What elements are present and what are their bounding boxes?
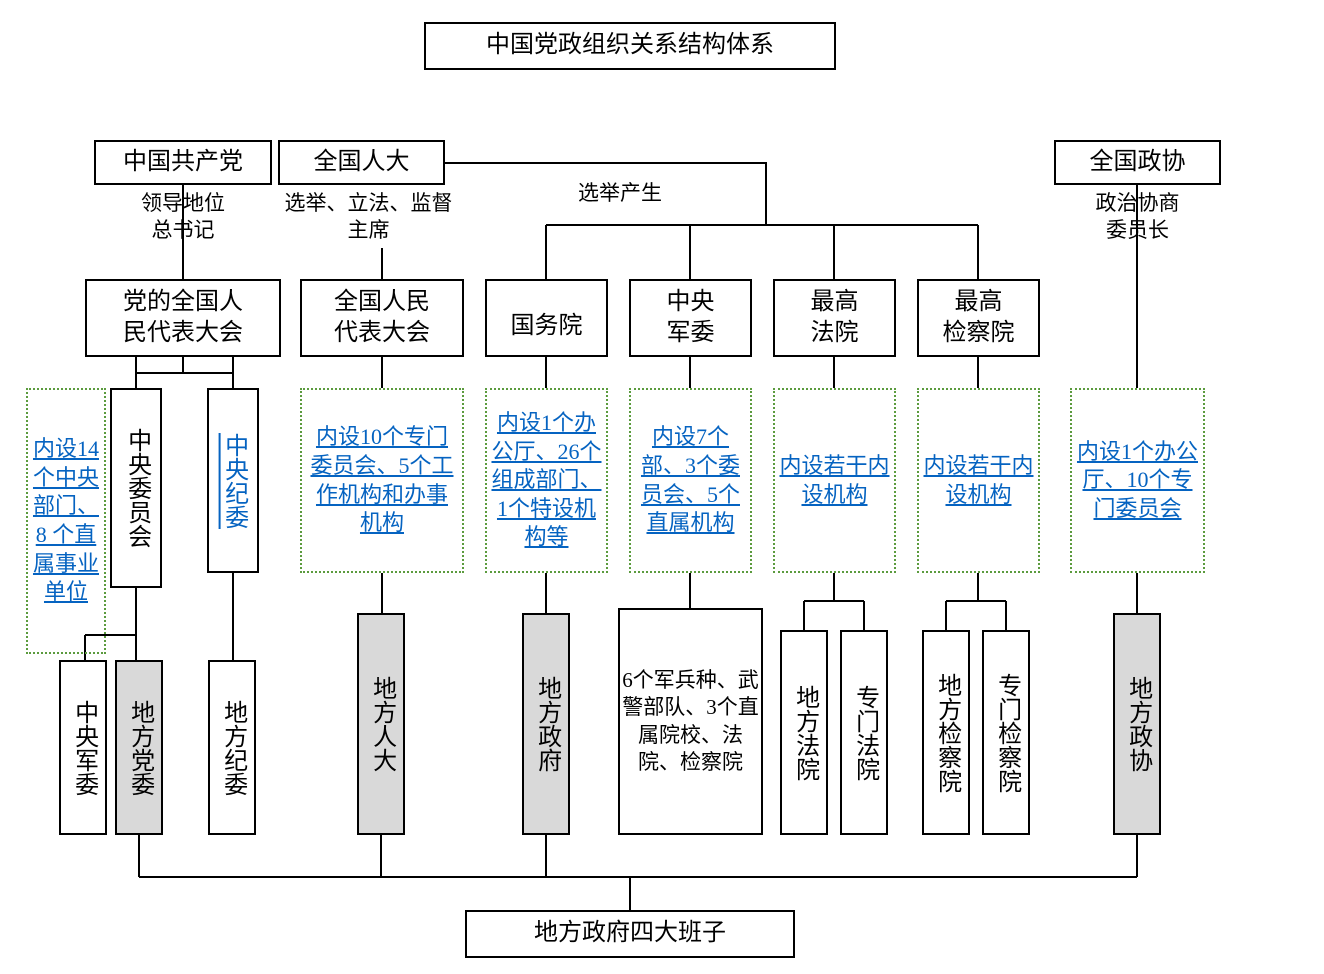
node-cen-committee: 中央委员会 — [110, 388, 162, 588]
node-text-local-party: 地方党委 — [123, 700, 154, 796]
node-cmc: 中央军委 — [629, 279, 752, 357]
node-cmc-local: 中央军委 — [59, 660, 107, 835]
node-text-cmc: 中央军委 — [667, 287, 715, 349]
node-text-proc-depts[interactable]: 内设若干内设机构 — [919, 448, 1038, 513]
node-text-cpc-depts[interactable]: 内设14个中央部门、8 个直属事业单位 — [28, 431, 104, 611]
node-local-party: 地方党委 — [115, 660, 163, 835]
node-npc-full: 全国人民代表大会 — [300, 279, 464, 357]
node-text-local-npc: 地方人大 — [365, 676, 396, 772]
node-text-footer: 地方政府四大班子 — [534, 918, 726, 949]
node-special-court: 专门法院 — [840, 630, 888, 835]
node-text-special-proc: 专门检察院 — [990, 673, 1021, 793]
node-text-local-court: 地方法院 — [788, 685, 819, 781]
node-cppcc-cap: 政治协商委员长 — [1054, 190, 1221, 250]
node-sup-proc: 最高检察院 — [917, 279, 1040, 357]
node-text-special-court: 专门法院 — [848, 685, 879, 781]
node-cdi: 中央纪委 — [207, 388, 259, 573]
node-npc-depts: 内设10个专门委员会、5个工作机构和办事机构 — [300, 388, 464, 573]
node-text-elect-label: 选举产生 — [578, 181, 662, 205]
node-text-state-council: 国务院 — [511, 311, 583, 342]
node-cpc-depts: 内设14个中央部门、8 个直属事业单位 — [26, 388, 106, 654]
node-local-npc: 地方人大 — [357, 613, 405, 835]
node-footer: 地方政府四大班子 — [465, 910, 795, 958]
node-text-cen-committee: 中央委员会 — [120, 428, 151, 548]
node-local-cdi: 地方纪委 — [208, 660, 256, 835]
node-text-npc-depts[interactable]: 内设10个专门委员会、5个工作机构和办事机构 — [302, 419, 462, 541]
node-elect-label: 选举产生 — [530, 180, 710, 210]
node-npc-cap: 选举、立法、监督主席 — [266, 190, 471, 250]
node-text-cdi[interactable]: 中央纪委 — [217, 433, 248, 529]
node-party-congress: 党的全国人民代表大会 — [85, 279, 281, 357]
node-proc-depts: 内设若干内设机构 — [917, 388, 1040, 573]
node-text-npc-full: 全国人民代表大会 — [334, 287, 430, 349]
node-mil-services: 6个军兵种、武警部队、3个直属院校、法院、检察院 — [618, 608, 763, 835]
node-text-cpc-cap: 领导地位总书记 — [141, 191, 225, 242]
node-title: 中国党政组织关系结构体系 — [424, 22, 836, 70]
node-local-proc: 地方检察院 — [922, 630, 970, 835]
node-text-cmc-local: 中央军委 — [67, 700, 98, 796]
node-text-cmc-depts[interactable]: 内设7个部、3个委员会、5个直属机构 — [631, 419, 750, 541]
node-text-cppcc-cap: 政治协商委员长 — [1096, 191, 1180, 242]
node-text-title: 中国党政组织关系结构体系 — [486, 30, 774, 61]
node-local-cppcc: 地方政协 — [1113, 613, 1161, 835]
node-text-local-cdi: 地方纪委 — [216, 700, 247, 796]
node-npc: 全国人大 — [278, 140, 445, 185]
node-text-cpc: 中国共产党 — [123, 147, 243, 178]
node-text-local-gov: 地方政府 — [530, 676, 561, 772]
node-sup-court: 最高法院 — [773, 279, 896, 357]
node-sc-depts: 内设1个办公厅、26个组成部门、1个特设机构等 — [485, 388, 608, 573]
node-text-npc: 全国人大 — [314, 147, 410, 178]
node-text-party-congress: 党的全国人民代表大会 — [123, 287, 243, 349]
node-cppcc: 全国政协 — [1054, 140, 1221, 185]
node-text-sc-depts[interactable]: 内设1个办公厅、26个组成部门、1个特设机构等 — [487, 405, 606, 556]
node-local-court: 地方法院 — [780, 630, 828, 835]
node-text-court-depts[interactable]: 内设若干内设机构 — [775, 448, 894, 513]
node-cmc-depts: 内设7个部、3个委员会、5个直属机构 — [629, 388, 752, 573]
node-text-local-cppcc: 地方政协 — [1121, 676, 1152, 772]
node-special-proc: 专门检察院 — [982, 630, 1030, 835]
node-text-mil-services: 6个军兵种、武警部队、3个直属院校、法院、检察院 — [620, 667, 761, 776]
node-text-local-proc: 地方检察院 — [930, 673, 961, 793]
node-cpc: 中国共产党 — [94, 140, 272, 185]
node-text-sup-proc: 最高检察院 — [943, 287, 1015, 349]
node-text-npc-cap: 选举、立法、监督主席 — [285, 191, 453, 242]
node-text-cppcc-depts[interactable]: 内设1个办公厅、10个专门委员会 — [1072, 434, 1203, 528]
node-cpc-cap: 领导地位总书记 — [94, 190, 272, 250]
node-cppcc-depts: 内设1个办公厅、10个专门委员会 — [1070, 388, 1205, 573]
node-state-council: 国务院 — [485, 279, 608, 357]
node-court-depts: 内设若干内设机构 — [773, 388, 896, 573]
node-text-sup-court: 最高法院 — [811, 287, 859, 349]
node-text-cppcc: 全国政协 — [1090, 147, 1186, 178]
node-local-gov: 地方政府 — [522, 613, 570, 835]
